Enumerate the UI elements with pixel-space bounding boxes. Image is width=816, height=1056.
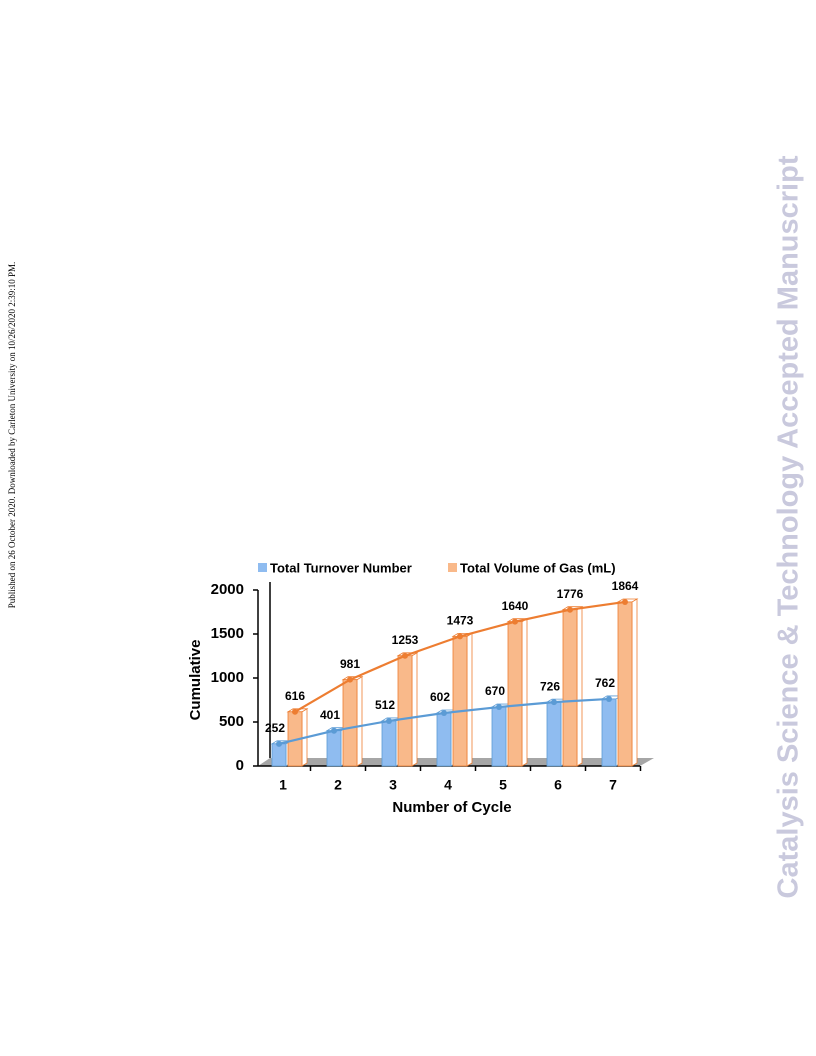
line-point	[331, 727, 337, 734]
bar-side	[631, 598, 638, 767]
bar	[436, 712, 452, 767]
bar-side	[411, 652, 418, 767]
bar-side	[521, 617, 528, 767]
data-label: 401	[320, 708, 340, 722]
bar	[452, 635, 468, 767]
bar	[601, 698, 617, 767]
bar	[381, 720, 397, 767]
line-point	[441, 710, 447, 717]
side-note: Published on 26 October 2020. Downloaded…	[7, 262, 17, 608]
bar	[491, 706, 507, 767]
line-point	[402, 652, 408, 659]
data-label: 602	[430, 690, 450, 704]
data-label: 252	[265, 721, 285, 735]
bar	[546, 701, 562, 767]
y-tick-label: 2000	[211, 581, 244, 598]
y-tick-label: 1500	[211, 625, 244, 642]
data-label: 726	[540, 679, 560, 693]
watermark: Catalysis Science & Technology Accepted …	[773, 155, 805, 898]
bar	[397, 655, 413, 767]
data-label: 1864	[612, 579, 639, 593]
bar	[342, 679, 358, 767]
line-point	[386, 717, 392, 724]
data-label: 1776	[557, 587, 584, 601]
data-label: 512	[375, 698, 395, 712]
x-tick-label: 5	[499, 777, 507, 793]
bar	[562, 609, 578, 767]
x-axis-label: Number of Cycle	[392, 799, 511, 816]
bar	[326, 730, 342, 767]
y-axis-label: Cumulative	[187, 640, 204, 721]
line-point	[606, 695, 612, 702]
data-label: 670	[485, 684, 505, 698]
y-tick-label: 0	[236, 757, 244, 774]
data-label: 1473	[447, 614, 474, 628]
line-point	[347, 676, 353, 683]
data-label: 981	[340, 657, 360, 671]
bar	[617, 601, 633, 767]
legend-label: Total Volume of Gas (mL)	[460, 560, 616, 575]
line-point	[551, 699, 557, 706]
legend-label: Total Turnover Number	[270, 560, 412, 575]
x-tick-label: 1	[279, 777, 287, 793]
bar-side	[356, 675, 363, 767]
line-point	[496, 704, 502, 711]
bar	[271, 743, 287, 767]
line-point	[457, 633, 463, 640]
line-point	[622, 598, 628, 605]
x-tick-label: 6	[554, 777, 562, 793]
line-point	[567, 606, 573, 613]
y-tick-label: 1000	[211, 669, 244, 686]
x-tick-label: 2	[334, 777, 342, 793]
legend-swatch	[448, 563, 457, 572]
bar	[507, 621, 523, 767]
bar-side	[576, 606, 583, 767]
data-label: 616	[285, 689, 305, 703]
data-label: 762	[595, 676, 615, 690]
line-point	[512, 618, 518, 625]
x-tick-label: 3	[389, 777, 397, 793]
legend-swatch	[258, 563, 267, 572]
data-label: 1253	[392, 633, 419, 647]
y-tick-label: 500	[219, 713, 244, 730]
data-label: 1640	[502, 599, 529, 613]
line-point	[276, 740, 282, 747]
x-tick-label: 4	[444, 777, 452, 793]
x-tick-label: 7	[609, 777, 617, 793]
bar-side	[466, 632, 473, 767]
line-point	[292, 708, 298, 715]
